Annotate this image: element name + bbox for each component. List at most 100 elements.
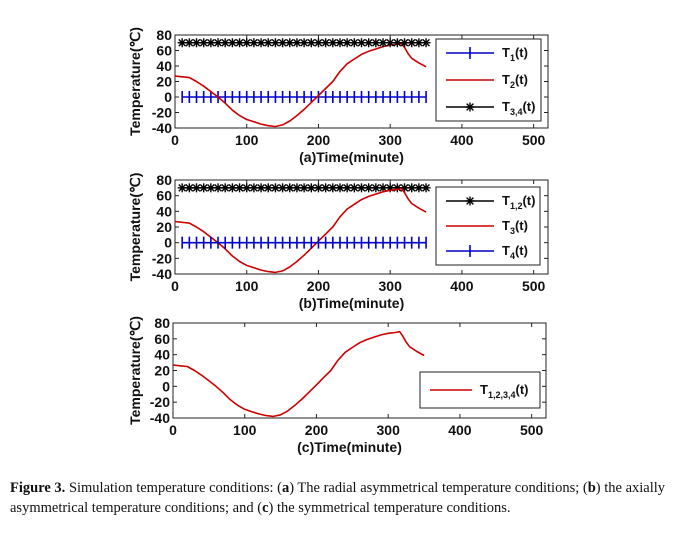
star-marker <box>199 183 209 193</box>
star-stroke <box>379 38 387 47</box>
star-stroke <box>185 38 194 47</box>
star-stroke <box>336 38 344 47</box>
star-stroke <box>407 183 416 192</box>
series-t3t <box>174 187 427 274</box>
star-stroke <box>199 38 208 47</box>
x-tick-label: 400 <box>450 132 474 148</box>
star-stroke <box>221 183 230 192</box>
x-tick-label: 500 <box>520 422 544 438</box>
star-stroke <box>422 183 430 192</box>
legend-entry: T4(t) <box>446 243 528 261</box>
legend: T1(t) T2(t) T3,4(t) <box>435 38 542 122</box>
star-stroke <box>285 183 294 192</box>
star-marker <box>371 38 381 48</box>
star-marker <box>335 38 345 48</box>
y-axis-label: Temperature(℃) <box>127 173 143 282</box>
figure-caption: Figure 3. Simulation temperature conditi… <box>10 478 675 518</box>
y-tick-label: 20 <box>156 219 172 235</box>
star-stroke <box>278 38 287 47</box>
star-stroke <box>192 38 201 47</box>
star-stroke <box>466 197 474 205</box>
star-marker <box>342 183 352 193</box>
star-marker <box>184 183 194 193</box>
y-tick-label: 80 <box>156 27 172 43</box>
caption-text: ) the symmetrical temperature conditions… <box>268 500 511 516</box>
star-marker <box>364 183 374 193</box>
x-tick-label: 0 <box>171 132 179 148</box>
star-stroke <box>371 38 380 47</box>
star-stroke <box>307 183 316 192</box>
caption-c: c <box>262 500 269 516</box>
star-stroke <box>328 183 337 192</box>
x-axis-label: (a)Time(minute) <box>299 149 404 165</box>
star-marker <box>321 38 331 48</box>
chart-panel-a: 0 100 200 300 400 500-40-20020406080(a)Time(m… <box>127 27 549 165</box>
star-stroke <box>357 183 366 192</box>
y-tick-label: 0 <box>164 89 172 105</box>
y-tick-label: 0 <box>162 378 170 394</box>
series-t34t <box>177 38 431 48</box>
x-tick-label: 200 <box>307 278 331 294</box>
caption-text: ) The radial asymmetrical temperature co… <box>289 480 588 496</box>
caption-text: Simulation temperature conditions: ( <box>65 480 282 496</box>
star-stroke <box>264 38 273 47</box>
star-stroke <box>466 103 474 111</box>
star-stroke <box>336 183 344 192</box>
legend-entry: T1,2,3,4(t) <box>430 382 528 400</box>
star-stroke <box>415 183 423 192</box>
star-stroke <box>379 183 387 192</box>
y-tick-label: 20 <box>156 74 172 90</box>
star-marker <box>227 38 237 48</box>
legend-entry: T3(t) <box>446 218 528 236</box>
star-stroke <box>328 38 337 47</box>
caption-a: a <box>281 480 290 496</box>
star-stroke <box>350 183 359 192</box>
x-tick-label: 300 <box>377 422 401 438</box>
star-stroke <box>307 38 316 47</box>
caption-text: ) the axially asymmetrical temperature c… <box>10 480 666 516</box>
star-stroke <box>422 38 430 47</box>
star-marker <box>278 38 288 48</box>
y-tick-label: 20 <box>154 363 170 379</box>
chart-panel-b: 0 100 200 300 400 500-40-20020406080(b)Time(m… <box>127 172 549 311</box>
x-tick-label: 0 <box>171 278 179 294</box>
star-stroke <box>206 183 215 192</box>
star-marker <box>465 196 475 206</box>
y-tick-label: -40 <box>150 410 170 426</box>
star-marker <box>400 38 410 48</box>
x-tick-label: 300 <box>379 132 403 148</box>
legend: T1,2,3,4(t) <box>419 371 541 409</box>
y-tick-label: -40 <box>152 266 172 282</box>
star-marker <box>421 38 431 48</box>
y-tick-label: 60 <box>156 43 172 59</box>
legend-label: T1,2(t) <box>502 193 535 211</box>
star-stroke <box>300 183 308 192</box>
star-stroke <box>214 38 222 47</box>
x-tick-label: 300 <box>379 278 403 294</box>
star-stroke <box>242 183 251 192</box>
y-tick-label: 60 <box>154 331 170 347</box>
star-stroke <box>257 183 265 192</box>
star-stroke <box>364 183 373 192</box>
legend-entry: T1,2(t) <box>446 193 535 211</box>
star-stroke <box>257 38 265 47</box>
x-tick-label: 100 <box>235 278 259 294</box>
y-tick-label: 40 <box>154 347 170 363</box>
legend-entry: T1(t) <box>446 45 528 63</box>
star-stroke <box>371 183 380 192</box>
y-tick-label: 80 <box>154 315 170 331</box>
star-stroke <box>321 183 330 192</box>
x-tick-label: 500 <box>522 132 546 148</box>
star-marker <box>192 183 202 193</box>
star-stroke <box>393 38 402 47</box>
star-stroke <box>214 183 222 192</box>
star-marker <box>465 102 475 112</box>
legend-label: T2(t) <box>502 72 528 90</box>
x-tick-label: 0 <box>169 422 177 438</box>
y-tick-label: -20 <box>152 105 172 121</box>
star-stroke <box>285 38 294 47</box>
star-stroke <box>178 183 187 192</box>
star-stroke <box>271 183 280 192</box>
star-stroke <box>350 38 359 47</box>
star-stroke <box>199 183 208 192</box>
